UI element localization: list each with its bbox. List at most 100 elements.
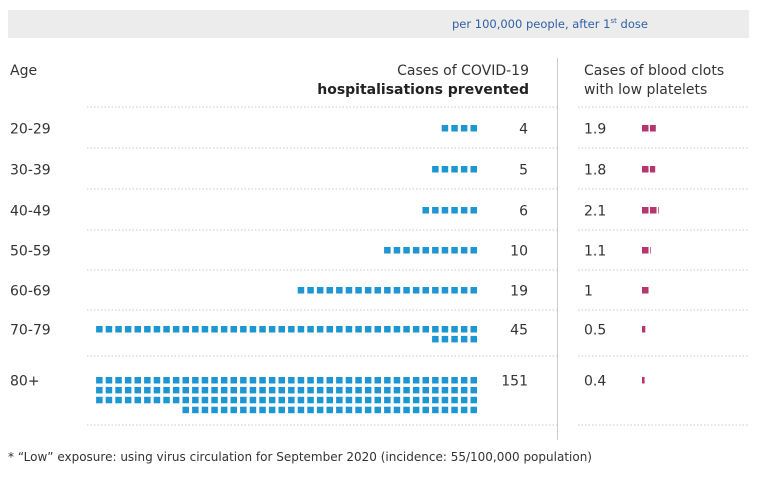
prevented-square — [96, 326, 103, 333]
prevented-square — [441, 247, 449, 254]
prevented-square — [470, 207, 477, 214]
clots-value-label: 1.9 — [584, 122, 606, 138]
prevented-square — [230, 377, 237, 384]
prevented-square — [412, 247, 420, 254]
prevented-square — [374, 406, 381, 414]
clots-square — [642, 326, 646, 333]
prevented-square — [153, 326, 161, 333]
prevented-square — [451, 166, 458, 173]
prevented-square — [345, 287, 353, 294]
prevented-square — [105, 326, 113, 333]
prevented-square — [307, 406, 314, 414]
prevented-square — [230, 396, 237, 404]
prevented-square — [441, 287, 449, 294]
prevented-square — [182, 406, 189, 414]
prevented-square — [182, 377, 189, 384]
age-label: 50-59 — [10, 244, 51, 260]
prevented-square — [355, 406, 362, 414]
prevented-square — [201, 377, 209, 384]
prevented-square — [460, 287, 468, 294]
prevented-square — [441, 396, 449, 404]
prevented-square — [288, 396, 295, 404]
prevented-square — [220, 326, 228, 333]
prevented-square — [432, 396, 439, 404]
header-banner — [8, 10, 749, 38]
prevented-square — [364, 396, 372, 404]
prevented-square — [211, 406, 218, 414]
prevented-square — [326, 326, 333, 333]
prevented-square — [144, 326, 151, 333]
prevented-square — [182, 326, 189, 333]
prevented-square — [374, 377, 381, 384]
clots-square — [642, 287, 649, 294]
prevented-square — [422, 377, 429, 384]
prevented-square — [297, 406, 305, 414]
prevented-header-line1: Cases of COVID-19 — [397, 63, 529, 79]
prevented-square — [105, 386, 113, 394]
prevented-square — [259, 406, 266, 414]
prevented-square — [124, 326, 132, 333]
prevented-square — [134, 396, 141, 404]
clots-square — [642, 377, 645, 384]
clots-value-label: 0.5 — [584, 323, 606, 339]
prevented-square — [355, 287, 362, 294]
clots-square — [650, 207, 657, 214]
prevented-square — [403, 326, 410, 333]
prevented-square — [460, 396, 468, 404]
prevented-square — [144, 377, 151, 384]
prevented-square — [364, 326, 372, 333]
prevented-square — [201, 396, 209, 404]
prevented-value-label: 19 — [510, 284, 528, 300]
prevented-square — [268, 377, 276, 384]
prevented-square — [211, 326, 218, 333]
prevented-square — [316, 377, 324, 384]
prevented-square — [432, 207, 439, 214]
prevented-square — [432, 326, 439, 333]
prevented-square — [240, 406, 247, 414]
prevented-square — [240, 386, 247, 394]
age-label: 20-29 — [10, 122, 51, 138]
prevented-square — [451, 125, 458, 132]
prevented-square — [288, 326, 295, 333]
prevented-square — [451, 247, 458, 254]
clots-value-label: 1.8 — [584, 163, 606, 179]
prevented-square — [115, 326, 122, 333]
prevented-square — [403, 247, 410, 254]
prevented-square — [432, 406, 439, 414]
prevented-square — [412, 386, 420, 394]
prevented-square — [384, 396, 391, 404]
prevented-square — [249, 386, 257, 394]
prevented-square — [249, 406, 257, 414]
prevented-square — [460, 166, 468, 173]
prevented-square — [384, 287, 391, 294]
prevented-square — [240, 377, 247, 384]
prevented-square — [211, 386, 218, 394]
prevented-square — [460, 326, 468, 333]
clots-column-header: Cases of blood clots with low platelets — [584, 62, 724, 100]
prevented-square — [134, 386, 141, 394]
prevented-square — [105, 396, 113, 404]
prevented-square — [307, 396, 314, 404]
age-column-header: Age — [10, 63, 38, 79]
prevented-square — [288, 406, 295, 414]
prevented-square — [441, 386, 449, 394]
prevented-square — [278, 396, 285, 404]
prevented-value-label: 45 — [510, 323, 528, 339]
prevented-square — [460, 247, 468, 254]
prevented-square — [124, 386, 132, 394]
prevented-square — [470, 125, 477, 132]
clots-square — [642, 247, 649, 254]
prevented-square — [355, 396, 362, 404]
prevented-square — [259, 377, 266, 384]
clots-value-label: 1 — [584, 284, 593, 300]
prevented-square — [384, 326, 391, 333]
prevented-square — [316, 406, 324, 414]
prevented-square — [393, 377, 401, 384]
prevented-square — [259, 326, 266, 333]
footnote: * “Low” exposure: using virus circulatio… — [8, 450, 592, 464]
prevented-square — [297, 377, 305, 384]
prevented-square — [249, 326, 257, 333]
prevented-value-label: 4 — [519, 122, 528, 138]
prevented-square — [336, 386, 343, 394]
prevented-square — [422, 326, 429, 333]
